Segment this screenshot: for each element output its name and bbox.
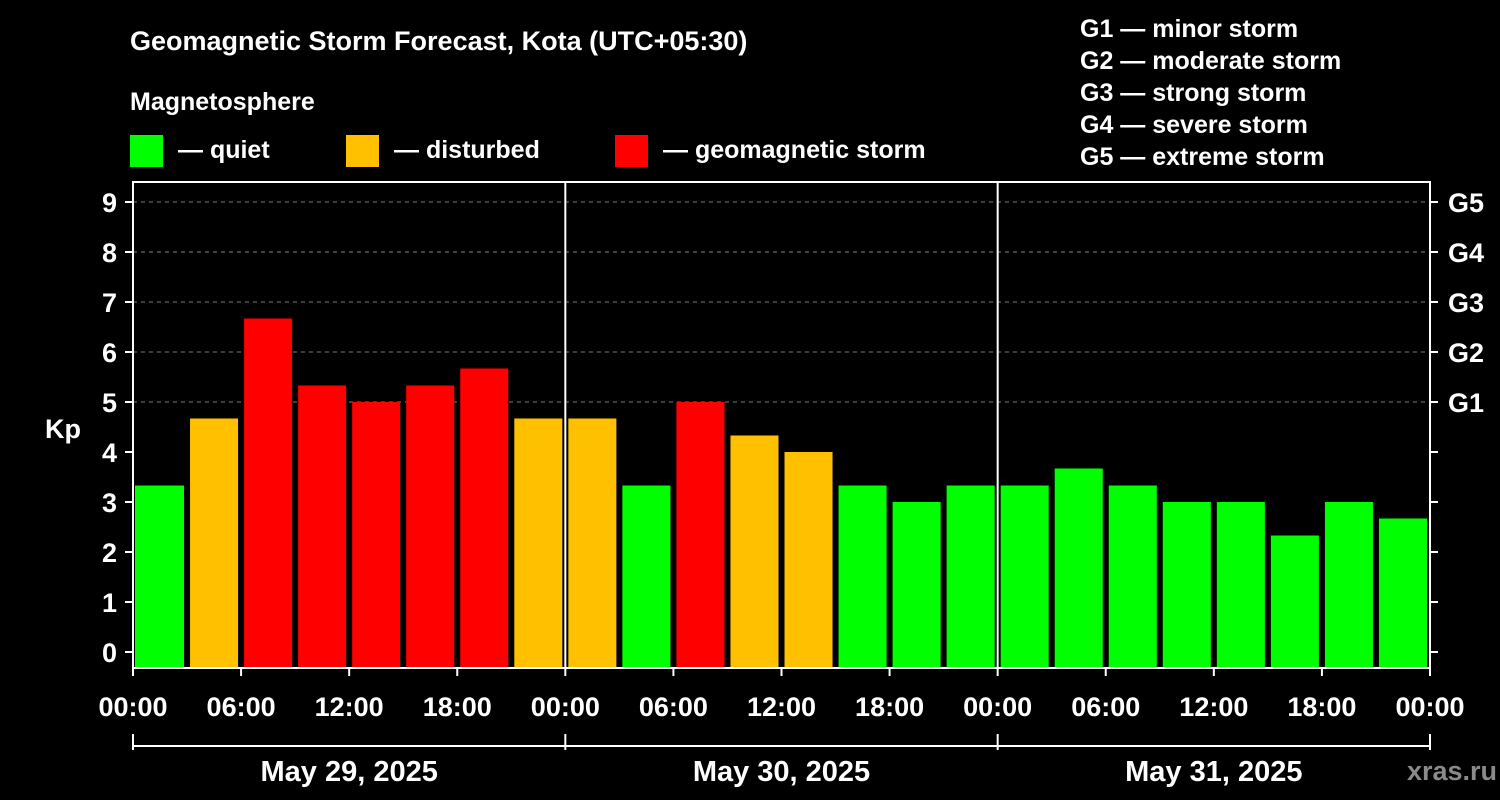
g-scale-g3: G3 — strong storm bbox=[1080, 79, 1306, 107]
x-tick-label: 06:00 bbox=[639, 692, 708, 722]
kp-bar bbox=[784, 452, 833, 668]
g-scale-g2: G2 — moderate storm bbox=[1080, 47, 1341, 75]
kp-bar bbox=[838, 485, 887, 668]
x-tick-label: 18:00 bbox=[855, 692, 924, 722]
g-scale-legend: G1 — minor storm G2 — moderate storm G3 … bbox=[1080, 15, 1341, 171]
legend-disturbed-label: — disturbed bbox=[394, 136, 540, 164]
legend-quiet-label: — quiet bbox=[178, 136, 270, 164]
y-tick-label: 8 bbox=[102, 238, 117, 268]
kp-bar bbox=[1108, 485, 1157, 668]
kp-bar bbox=[460, 368, 509, 668]
y-tick-label: 1 bbox=[102, 588, 117, 618]
kp-bar bbox=[568, 418, 617, 668]
x-tick-labels: 00:00 06:00 12:00 18:00 00:00 06:00 12:00 18:00… bbox=[98, 668, 1465, 722]
g-tick-label: G2 bbox=[1448, 338, 1484, 368]
x-tick-label: 00:00 bbox=[963, 692, 1032, 722]
kp-bar bbox=[514, 418, 563, 668]
legend-quiet-swatch bbox=[130, 135, 163, 167]
day-labels: May 29, 2025 May 30, 2025 May 31, 2025 bbox=[132, 734, 1431, 788]
g-scale-g1: G1 — minor storm bbox=[1080, 15, 1298, 43]
bars bbox=[135, 318, 1427, 668]
y-tick-labels: 0 1 2 3 4 5 6 7 8 9 bbox=[102, 188, 133, 668]
legend-disturbed: — disturbed bbox=[346, 135, 540, 167]
x-tick-label: 00:00 bbox=[1395, 692, 1464, 722]
kp-bar bbox=[135, 485, 185, 668]
kp-bar bbox=[1378, 518, 1427, 668]
watermark: xras.ru bbox=[1407, 756, 1497, 786]
g-tick-label: G1 bbox=[1448, 388, 1484, 418]
y-tick-label: 6 bbox=[102, 338, 117, 368]
g-tick-label: G3 bbox=[1448, 288, 1484, 318]
kp-bar bbox=[676, 402, 725, 668]
g-scale-g5: G5 — extreme storm bbox=[1080, 143, 1325, 171]
x-tick-label: 12:00 bbox=[315, 692, 384, 722]
y-tick-label: 4 bbox=[102, 438, 117, 468]
y-tick-label: 5 bbox=[102, 388, 117, 418]
grid-lines bbox=[133, 201, 1430, 403]
kp-bar bbox=[622, 485, 671, 668]
legend-storm: — geomagnetic storm bbox=[615, 135, 926, 167]
kp-bar bbox=[1216, 502, 1265, 668]
y-tick-label: 0 bbox=[102, 638, 117, 668]
y-tick-label: 2 bbox=[102, 538, 117, 568]
x-tick-label: 06:00 bbox=[1071, 692, 1140, 722]
x-tick-label: 18:00 bbox=[423, 692, 492, 722]
legend-disturbed-swatch bbox=[346, 135, 379, 167]
kp-bar bbox=[1000, 485, 1049, 668]
kp-bar bbox=[1054, 468, 1103, 668]
kp-bar bbox=[892, 502, 941, 668]
kp-bar bbox=[1162, 502, 1211, 668]
legend-storm-label: — geomagnetic storm bbox=[663, 136, 926, 164]
kp-bar bbox=[1324, 502, 1373, 668]
kp-bar bbox=[946, 485, 995, 668]
kp-bar bbox=[244, 318, 293, 668]
x-tick-label: 06:00 bbox=[207, 692, 276, 722]
y-tick-label: 7 bbox=[102, 288, 117, 318]
day-label: May 29, 2025 bbox=[260, 756, 437, 788]
y-axis-label: Kp bbox=[45, 414, 81, 444]
day-label: May 30, 2025 bbox=[693, 756, 870, 788]
legend-quiet: — quiet bbox=[130, 135, 270, 167]
legend-heading: Magnetosphere bbox=[130, 88, 315, 116]
kp-bar bbox=[190, 418, 239, 668]
x-tick-label: 18:00 bbox=[1287, 692, 1356, 722]
kp-bar bbox=[1270, 535, 1319, 668]
kp-bar bbox=[298, 385, 347, 668]
x-tick-label: 00:00 bbox=[531, 692, 600, 722]
g-tick-labels: G1 G2 G3 G4 G5 bbox=[1430, 188, 1484, 653]
kp-bar bbox=[352, 402, 401, 668]
x-tick-label: 00:00 bbox=[98, 692, 167, 722]
y-tick-label: 9 bbox=[102, 188, 117, 218]
chart-title: Geomagnetic Storm Forecast, Kota (UTC+05… bbox=[130, 26, 747, 56]
day-label: May 31, 2025 bbox=[1125, 756, 1302, 788]
legend-storm-swatch bbox=[615, 135, 648, 167]
x-tick-label: 12:00 bbox=[1179, 692, 1248, 722]
kp-bar bbox=[730, 435, 779, 668]
kp-bar bbox=[406, 385, 455, 668]
g-scale-g4: G4 — severe storm bbox=[1080, 111, 1308, 139]
x-tick-label: 12:00 bbox=[747, 692, 816, 722]
g-tick-label: G4 bbox=[1448, 238, 1484, 268]
y-tick-label: 3 bbox=[102, 488, 117, 518]
g-tick-label: G5 bbox=[1448, 188, 1484, 218]
